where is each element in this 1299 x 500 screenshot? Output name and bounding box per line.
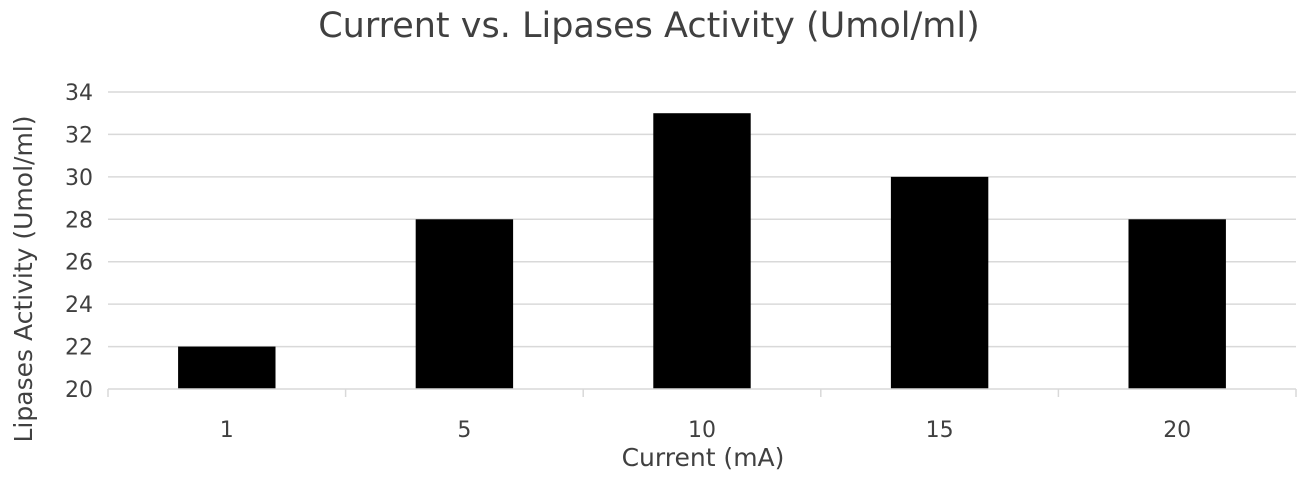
x-axis: 1 5 10 15 20 [107,388,1297,443]
x-tick-label: 15 [926,418,954,443]
y-axis-label: Lipases Activity (Umol/ml) [9,115,38,442]
x-axis-label: Current (mA) [622,443,785,472]
y-tick-label: 20 [65,378,93,403]
bar-1 [178,346,276,389]
y-tick-label: 26 [65,251,93,276]
bars [178,113,1226,389]
bar-5 [415,219,514,389]
y-tick-label: 32 [65,123,93,148]
y-tick-label: 24 [65,293,93,318]
chart-title: Current vs. Lipases Activity (Umol/ml) [318,6,980,46]
bar-10 [653,113,751,389]
y-tick-label: 28 [65,208,93,233]
x-tick-label: 1 [220,418,234,443]
y-tick-label: 34 [65,81,93,106]
x-tick-label: 20 [1163,418,1191,443]
y-tick-label: 22 [65,336,93,361]
x-tick-label: 5 [457,418,471,443]
y-tick-label: 30 [65,166,93,191]
y-tick-labels: 20 22 24 26 28 30 32 34 [65,81,93,403]
bar-20 [1128,219,1226,389]
bar-15 [890,176,989,389]
x-tick-label: 10 [688,418,716,443]
